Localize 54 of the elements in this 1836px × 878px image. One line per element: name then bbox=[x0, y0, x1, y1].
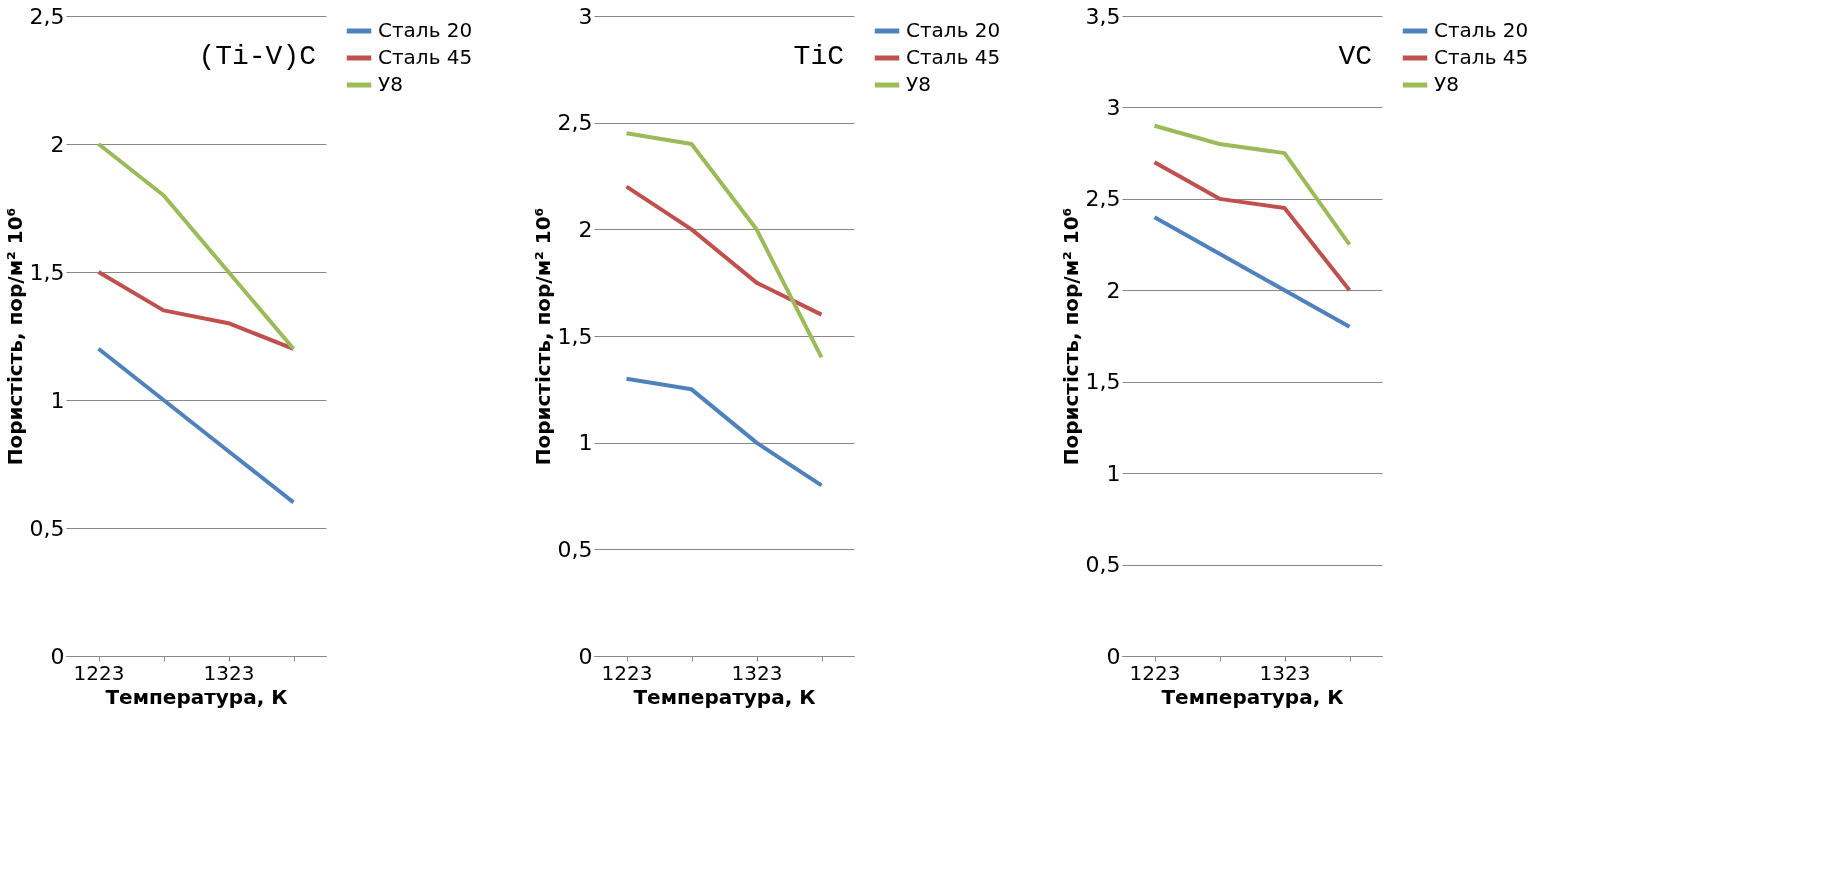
y-axis-title: Пористість, пор/м² 10⁶ bbox=[2, 207, 27, 466]
line-series bbox=[624, 184, 824, 317]
y-tick-label: 0 bbox=[1106, 643, 1121, 669]
text: VC bbox=[1338, 41, 1372, 72]
line-series bbox=[1152, 160, 1352, 293]
y-tick-label: 0,5 bbox=[557, 536, 593, 562]
x-tick-label: 1223 bbox=[601, 660, 653, 685]
y-tick-label: 0,5 bbox=[1085, 552, 1121, 578]
legend-label: У8 bbox=[906, 72, 931, 96]
legend-label: У8 bbox=[378, 72, 403, 96]
y-tick-label: 3 bbox=[578, 3, 593, 29]
legend-label: Сталь 45 bbox=[1434, 45, 1529, 69]
y-tick-label: 2 bbox=[1106, 277, 1121, 303]
y-tick-label: 2 bbox=[50, 131, 65, 157]
y-tick-label: 1 bbox=[578, 430, 593, 456]
x-tick-label: 1323 bbox=[1259, 660, 1311, 685]
y-tick-label: 1,5 bbox=[29, 259, 65, 285]
line-series bbox=[96, 346, 296, 505]
x-axis-title: Температура, К bbox=[105, 684, 289, 709]
y-tick-label: 1 bbox=[1106, 460, 1121, 486]
y-tick-label: 1,5 bbox=[557, 323, 593, 349]
y-tick-label: 2,5 bbox=[557, 110, 593, 136]
y-tick-label: 0 bbox=[578, 643, 593, 669]
text: (Ti-V)C bbox=[198, 41, 316, 72]
y-tick-label: 0,5 bbox=[29, 515, 65, 541]
line-series bbox=[1152, 123, 1352, 247]
legend-label: Сталь 20 bbox=[378, 18, 473, 42]
x-tick-label: 1223 bbox=[73, 660, 125, 685]
x-axis-title: Температура, К bbox=[1161, 684, 1345, 709]
legend-label: Сталь 45 bbox=[378, 45, 473, 69]
legend-label: Сталь 20 bbox=[906, 18, 1001, 42]
x-tick-label: 1223 bbox=[1129, 660, 1181, 685]
y-axis-title: Пористість, пор/м² 10⁶ bbox=[530, 207, 555, 466]
y-tick-label: 2,5 bbox=[29, 3, 65, 29]
text: TiC bbox=[793, 41, 844, 72]
y-axis-title: Пористість, пор/м² 10⁶ bbox=[1058, 207, 1083, 466]
legend-label: У8 bbox=[1434, 72, 1459, 96]
legend-label: Сталь 20 bbox=[1434, 18, 1529, 42]
y-tick-label: 1,5 bbox=[1085, 369, 1121, 395]
legend-label: Сталь 45 bbox=[906, 45, 1001, 69]
y-tick-label: 3 bbox=[1106, 94, 1121, 120]
line-series bbox=[1152, 215, 1352, 329]
y-tick-label: 1 bbox=[50, 387, 65, 413]
x-axis-title: Температура, К bbox=[633, 684, 817, 709]
line-series bbox=[624, 131, 824, 360]
x-tick-label: 1323 bbox=[731, 660, 783, 685]
line-series bbox=[624, 376, 824, 488]
x-tick-label: 1323 bbox=[203, 660, 255, 685]
y-tick-label: 3,5 bbox=[1085, 3, 1121, 29]
y-tick-label: 0 bbox=[50, 643, 65, 669]
y-tick-label: 2,5 bbox=[1085, 186, 1121, 212]
y-tick-label: 2 bbox=[578, 216, 593, 242]
line-series bbox=[96, 142, 296, 351]
line-series bbox=[96, 270, 296, 351]
